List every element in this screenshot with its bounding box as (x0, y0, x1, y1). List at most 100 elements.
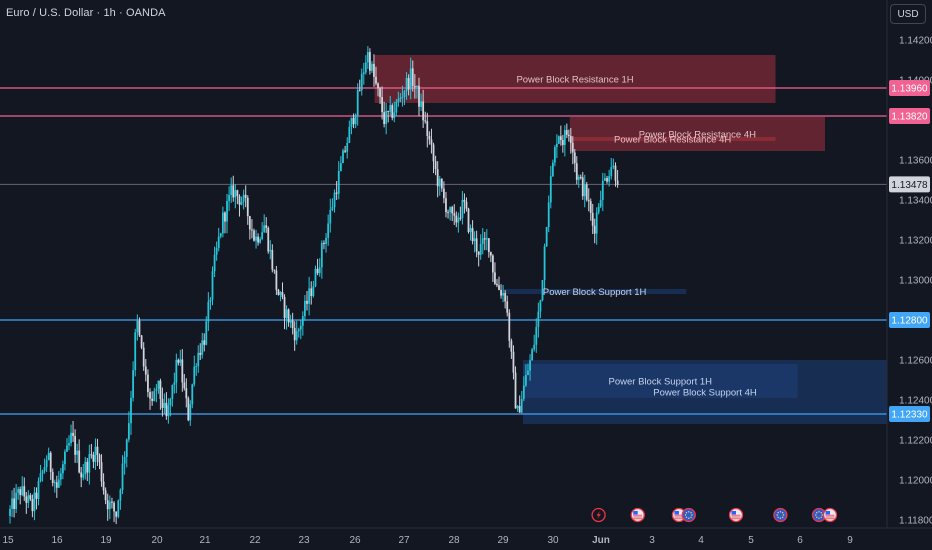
candle-body (127, 423, 130, 440)
candle-body (333, 192, 336, 208)
price-tick-label: 1.13000 (899, 276, 932, 287)
candle-body (234, 190, 237, 198)
candle-body (527, 370, 529, 375)
candle-body (516, 405, 519, 409)
candle-body (171, 384, 174, 399)
candle-body (438, 178, 441, 187)
candle-body (504, 293, 507, 302)
candle-body (104, 490, 107, 501)
candle-body (375, 76, 377, 84)
candle-body (177, 359, 180, 363)
candle-body (483, 238, 486, 240)
candle-body (475, 238, 478, 252)
candle-body (506, 301, 509, 313)
candle-body (520, 399, 523, 413)
eu-flag-icon[interactable] (773, 507, 788, 523)
eu-flag-icon[interactable] (681, 507, 696, 523)
time-tick-label: 21 (199, 535, 211, 546)
candle-body (31, 499, 34, 512)
candle-body (244, 194, 247, 198)
candle-body (608, 176, 611, 182)
candle-body (219, 233, 222, 237)
eu-flag-icon-star (821, 514, 823, 516)
candle-body (489, 252, 492, 256)
candle-body (494, 272, 496, 284)
candle-body (217, 236, 220, 248)
candle-body (74, 436, 77, 455)
candle-body (82, 474, 85, 478)
time-axis[interactable]: 15 16 19 20 21 22 23 26 27 28 29 30 Jun 3 4 5 6 9 (2, 535, 853, 546)
us-flag-icon[interactable] (728, 507, 744, 523)
candle-body (522, 385, 525, 400)
candle-body (134, 332, 137, 371)
candle-body (573, 152, 576, 164)
candle-body (108, 501, 111, 510)
candle-body (147, 374, 149, 392)
events-layer[interactable] (591, 507, 838, 523)
candle-body (68, 443, 70, 446)
candle-body (331, 207, 334, 210)
candle-body (518, 405, 521, 413)
candle-body (314, 268, 317, 287)
candle-body (211, 271, 214, 300)
candle-body (297, 329, 300, 332)
candle-body (601, 180, 604, 201)
candle-body (529, 360, 531, 371)
candle-body (236, 190, 239, 197)
candle-body (175, 359, 178, 383)
eu-flag-icon-star (691, 514, 693, 516)
candle-body (581, 177, 584, 197)
candle-body (259, 238, 262, 243)
price-tick-label: 1.12600 (899, 356, 932, 367)
candle-body (385, 110, 388, 124)
eu-flag-icon-star (684, 514, 687, 516)
candle-body (595, 212, 598, 234)
time-tick-label: 16 (51, 535, 63, 546)
zone-label-support-3: Power Block Support 1H (543, 287, 647, 298)
candle-body (205, 321, 208, 345)
candle-body (481, 238, 484, 244)
currency-button[interactable]: USD (890, 4, 926, 24)
candle-body (246, 197, 249, 217)
candle-body (453, 213, 456, 216)
candle-body (350, 117, 353, 127)
candle-body (238, 196, 241, 205)
candle-body (181, 359, 184, 383)
candle-body (293, 327, 296, 341)
candle-body (163, 402, 166, 408)
eu-flag-icon-star (777, 512, 779, 514)
time-tick-label: Jun (592, 535, 610, 546)
candle-body (209, 299, 212, 302)
candle-body (263, 225, 266, 233)
us-flag-icon[interactable] (630, 507, 645, 523)
us-flag-icon-stripe (674, 514, 684, 516)
candle-body (449, 207, 452, 213)
candle-body (102, 481, 105, 491)
candle-body (55, 482, 58, 488)
candle-body (306, 300, 308, 304)
candle-body (589, 201, 592, 213)
candle-body (76, 450, 79, 455)
price-tick-label: 1.13200 (899, 236, 932, 247)
candle-body (342, 150, 344, 164)
candle-body (226, 200, 228, 222)
candle-body (13, 498, 16, 509)
candle-body (253, 230, 255, 241)
candle-body (221, 212, 224, 234)
candle-body (228, 194, 230, 201)
candle-body (189, 404, 192, 421)
candle-body (232, 185, 235, 198)
candle-body (57, 479, 60, 488)
time-tick-label: 3 (649, 535, 655, 546)
candle-body (541, 280, 544, 301)
candle-body (549, 176, 552, 203)
lightning-icon[interactable] (591, 507, 606, 523)
candle-body (471, 228, 474, 242)
candle-body (29, 495, 32, 500)
candle-body (389, 105, 392, 112)
us-flag-icon[interactable] (822, 507, 838, 523)
candle-body (100, 462, 103, 482)
candle-body (422, 101, 425, 121)
eu-flag-icon-star (685, 516, 688, 518)
